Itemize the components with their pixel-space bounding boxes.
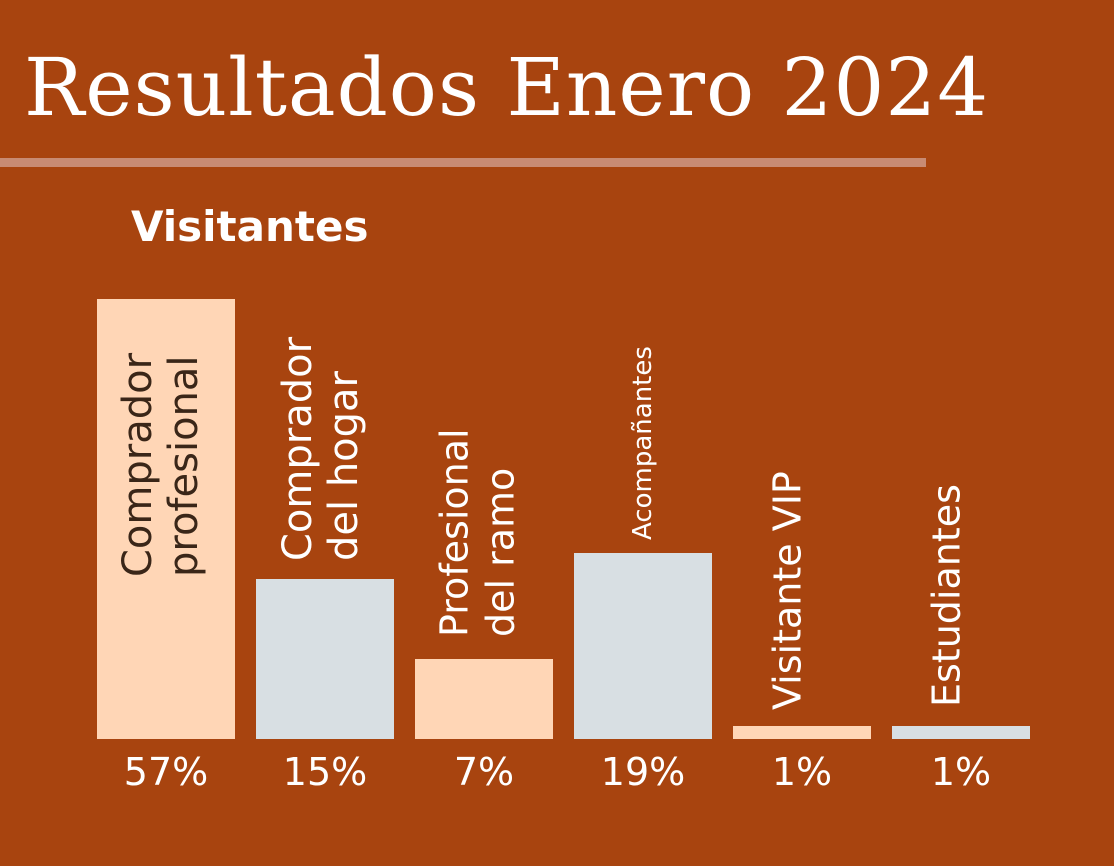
value-label-1: 15%: [283, 750, 367, 794]
category-label-5: Estudiantes: [924, 484, 968, 707]
page-title: Resultados Enero 2024: [24, 41, 990, 134]
value-label-3: 19%: [601, 750, 685, 794]
category-label-2: Profesionaldel ramo: [432, 428, 522, 637]
category-label-3: Acompañantes: [628, 346, 658, 540]
value-label-0: 57%: [124, 750, 208, 794]
value-label-2: 7%: [454, 750, 514, 794]
value-label-4: 1%: [772, 750, 832, 794]
bar-2: [415, 659, 553, 739]
bar-0: [97, 299, 235, 739]
bar-4: [733, 726, 871, 739]
bar-5: [892, 726, 1030, 739]
bar-1: [256, 579, 394, 739]
chart-subtitle: Visitantes: [131, 202, 369, 251]
bar-3: [574, 553, 712, 739]
title-divider: [0, 158, 926, 167]
value-label-5: 1%: [931, 750, 991, 794]
category-label-0: Compradorprofesional: [115, 352, 207, 577]
category-label-1: Compradordel hogar: [275, 336, 367, 561]
category-label-4: Visitante VIP: [765, 471, 809, 710]
